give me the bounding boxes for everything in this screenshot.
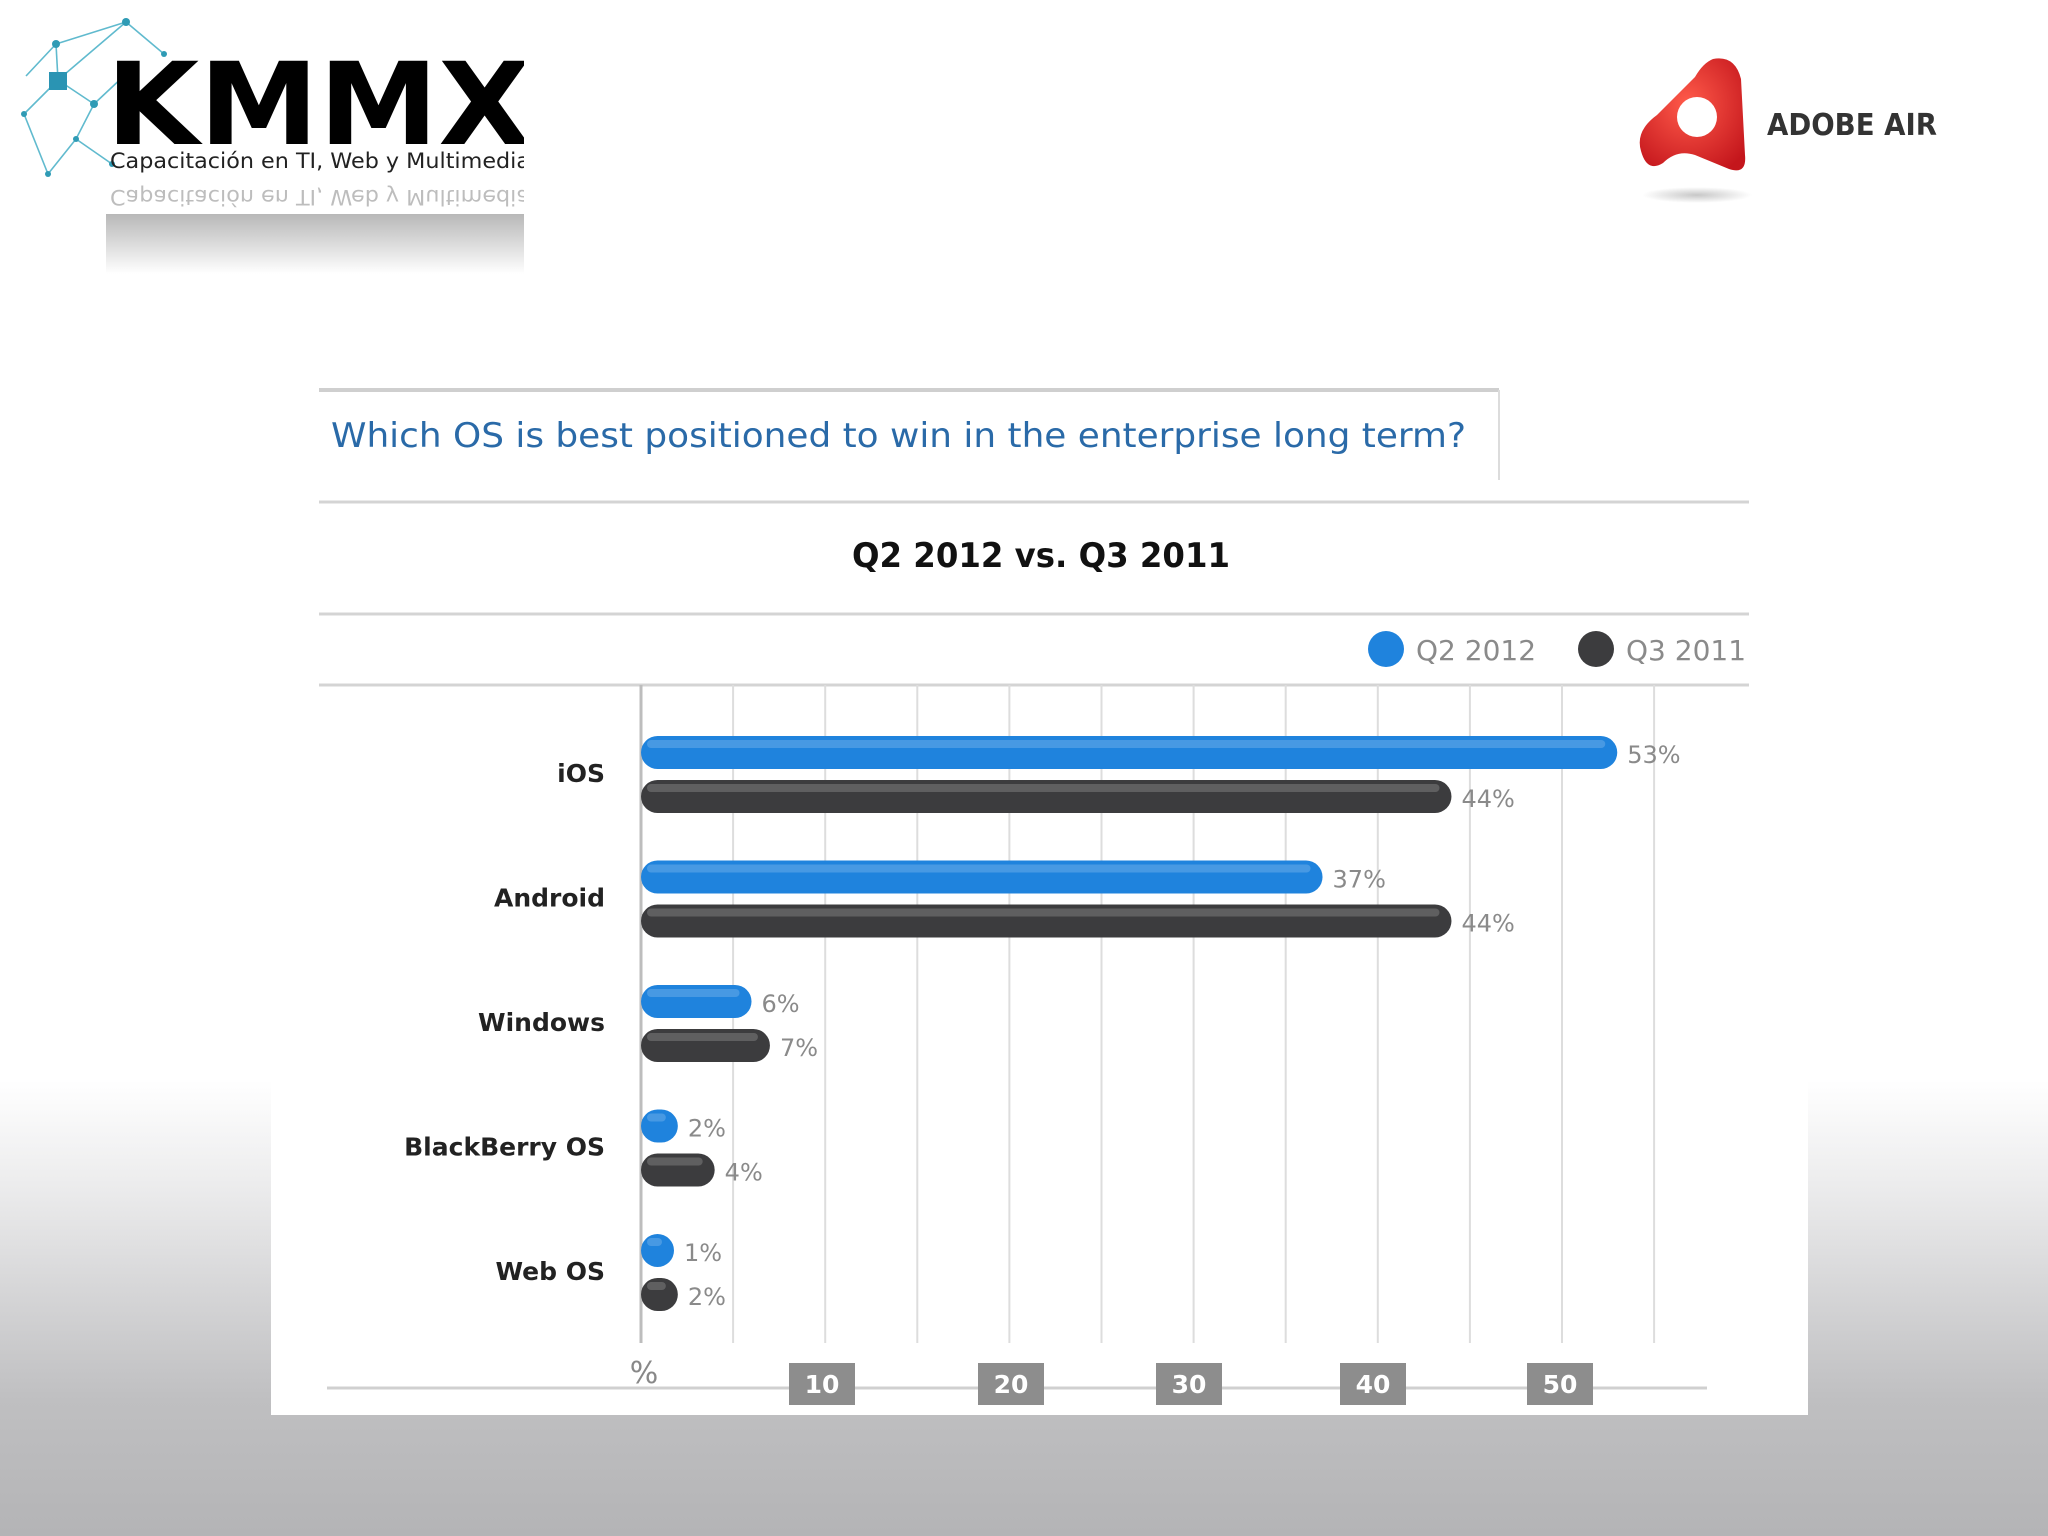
- category-label: Windows: [478, 1008, 605, 1037]
- unit-label: %: [630, 1356, 659, 1391]
- category-label: iOS: [557, 759, 605, 788]
- x-tick-label: 20: [994, 1370, 1029, 1399]
- x-tick-badge: [1527, 1363, 1593, 1405]
- x-tick-badge: [1156, 1363, 1222, 1405]
- legend-label: Q3 2011: [1626, 634, 1746, 667]
- x-tick-badge: [789, 1363, 855, 1405]
- bar-highlight: [647, 864, 1311, 873]
- x-tick-label: 10: [805, 1370, 840, 1399]
- bar: [641, 736, 1618, 769]
- category-label: Android: [494, 884, 605, 913]
- bar-highlight: [647, 740, 1606, 748]
- data-label: 7%: [780, 1034, 818, 1062]
- bar: [641, 1234, 674, 1267]
- category-label: Web OS: [496, 1257, 606, 1286]
- x-tick-label: 30: [1172, 1370, 1207, 1399]
- bar: [641, 1278, 678, 1311]
- bar-highlight: [647, 1033, 758, 1041]
- svg-text:Capacitación en TI, Web y Mult: Capacitación en TI, Web y Multimedia: [110, 185, 524, 209]
- data-label: 1%: [684, 1239, 722, 1267]
- chart-panel: Which OS is best positioned to win in th…: [271, 385, 1808, 1415]
- data-label: 53%: [1627, 741, 1680, 769]
- x-tick-label: 40: [1356, 1370, 1391, 1399]
- bar-highlight: [647, 1282, 666, 1290]
- data-label: 37%: [1333, 866, 1386, 894]
- bar: [641, 860, 1323, 894]
- bar-highlight: [647, 908, 1440, 917]
- data-label: 2%: [688, 1115, 726, 1143]
- kmmx-tagline: Capacitación en TI, Web y Multimedia: [110, 149, 524, 173]
- bar: [641, 1109, 678, 1143]
- kmmx-logo: KMMX Capacitación en TI, Web y Multimedi…: [21, 18, 524, 274]
- data-label: 44%: [1461, 785, 1514, 813]
- bar-chart: Which OS is best positioned to win in th…: [319, 388, 1749, 1405]
- adobe-air-logo: ADOBE AIR: [1639, 58, 1937, 203]
- legend-swatch: [1368, 631, 1404, 667]
- bar-highlight: [647, 1113, 666, 1122]
- kmmx-logo-text: KMMX: [106, 38, 524, 171]
- bar-highlight: [647, 1157, 703, 1166]
- legend-swatch: [1578, 631, 1614, 667]
- bar: [641, 1029, 770, 1062]
- data-label: 4%: [725, 1159, 763, 1187]
- x-tick-badge: [978, 1363, 1044, 1405]
- data-label: 6%: [762, 990, 800, 1018]
- bar-highlight: [647, 1238, 662, 1246]
- bar: [641, 985, 752, 1018]
- legend-label: Q2 2012: [1416, 634, 1536, 667]
- bar-highlight: [647, 784, 1440, 792]
- adobe-air-text: ADOBE AIR: [1767, 108, 1937, 143]
- chart-title: Which OS is best positioned to win in th…: [331, 416, 1466, 456]
- bar: [641, 904, 1452, 938]
- chart-subtitle: Q2 2012 vs. Q3 2011: [852, 536, 1230, 576]
- bar: [641, 1153, 715, 1187]
- category-label: BlackBerry OS: [404, 1133, 605, 1162]
- bar: [641, 780, 1452, 813]
- chart-legend: Q2 2012 Q3 2011: [1368, 631, 1746, 667]
- x-tick-badge: [1340, 1363, 1406, 1405]
- x-tick-label: 50: [1543, 1370, 1578, 1399]
- bar-highlight: [647, 989, 740, 997]
- data-label: 44%: [1461, 910, 1514, 938]
- data-label: 2%: [688, 1283, 726, 1311]
